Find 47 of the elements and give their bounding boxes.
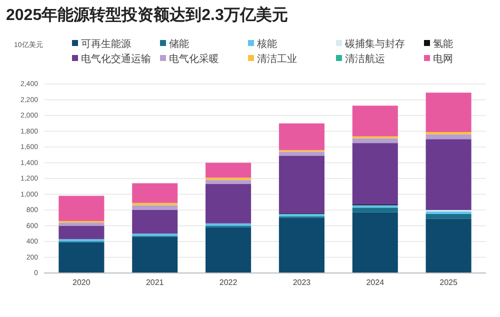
bar: [206, 162, 252, 178]
legend-label: 氢能: [433, 38, 453, 50]
bar: [206, 178, 252, 180]
bar: [58, 242, 104, 273]
bar: [278, 123, 324, 150]
bar: [426, 139, 472, 210]
legend-label: 清洁航运: [345, 53, 385, 65]
bar: [206, 227, 252, 273]
bar: [426, 134, 472, 140]
bar: [206, 180, 252, 184]
legend-label: 电气化交通运输: [81, 53, 151, 65]
bar: [206, 184, 252, 224]
bar: [278, 156, 324, 214]
bar: [58, 226, 104, 240]
bar: [352, 212, 398, 273]
x-tick-label: 2025: [440, 278, 458, 287]
legend-label: 碳捕集与封存: [344, 38, 405, 50]
legend-label: 储能: [169, 38, 189, 50]
bar: [352, 208, 398, 212]
x-tick-label: 2022: [219, 278, 238, 287]
x-tick-label: 2024: [366, 278, 385, 287]
bar: [132, 205, 178, 210]
x-tick-label: 2023: [292, 278, 312, 287]
bar: [352, 106, 398, 136]
legend-label: 核能: [256, 38, 277, 50]
legend-label: 可再生能源: [81, 38, 131, 50]
bar: [352, 143, 398, 204]
bar: [206, 223, 252, 226]
bar: [132, 183, 178, 203]
bar: [132, 236, 178, 273]
legend-label: 清洁工业: [257, 53, 297, 65]
bar: [426, 218, 472, 273]
bar: [352, 138, 398, 144]
chart-title: 2025年能源转型投资额达到2.3万亿美元: [6, 5, 288, 24]
legend-label: 电气化采暖: [169, 53, 219, 65]
bar: [278, 214, 324, 216]
legend-label: 电网: [433, 53, 453, 65]
bar: [426, 92, 472, 132]
bar: [426, 214, 472, 219]
x-tick-label: 2020: [72, 278, 91, 287]
bar: [278, 218, 324, 273]
bar: [58, 196, 104, 222]
bar: [58, 222, 104, 226]
bar: [278, 152, 324, 156]
bar: [132, 202, 178, 206]
x-tick-label: 2021: [146, 278, 164, 287]
bar: [132, 210, 178, 234]
